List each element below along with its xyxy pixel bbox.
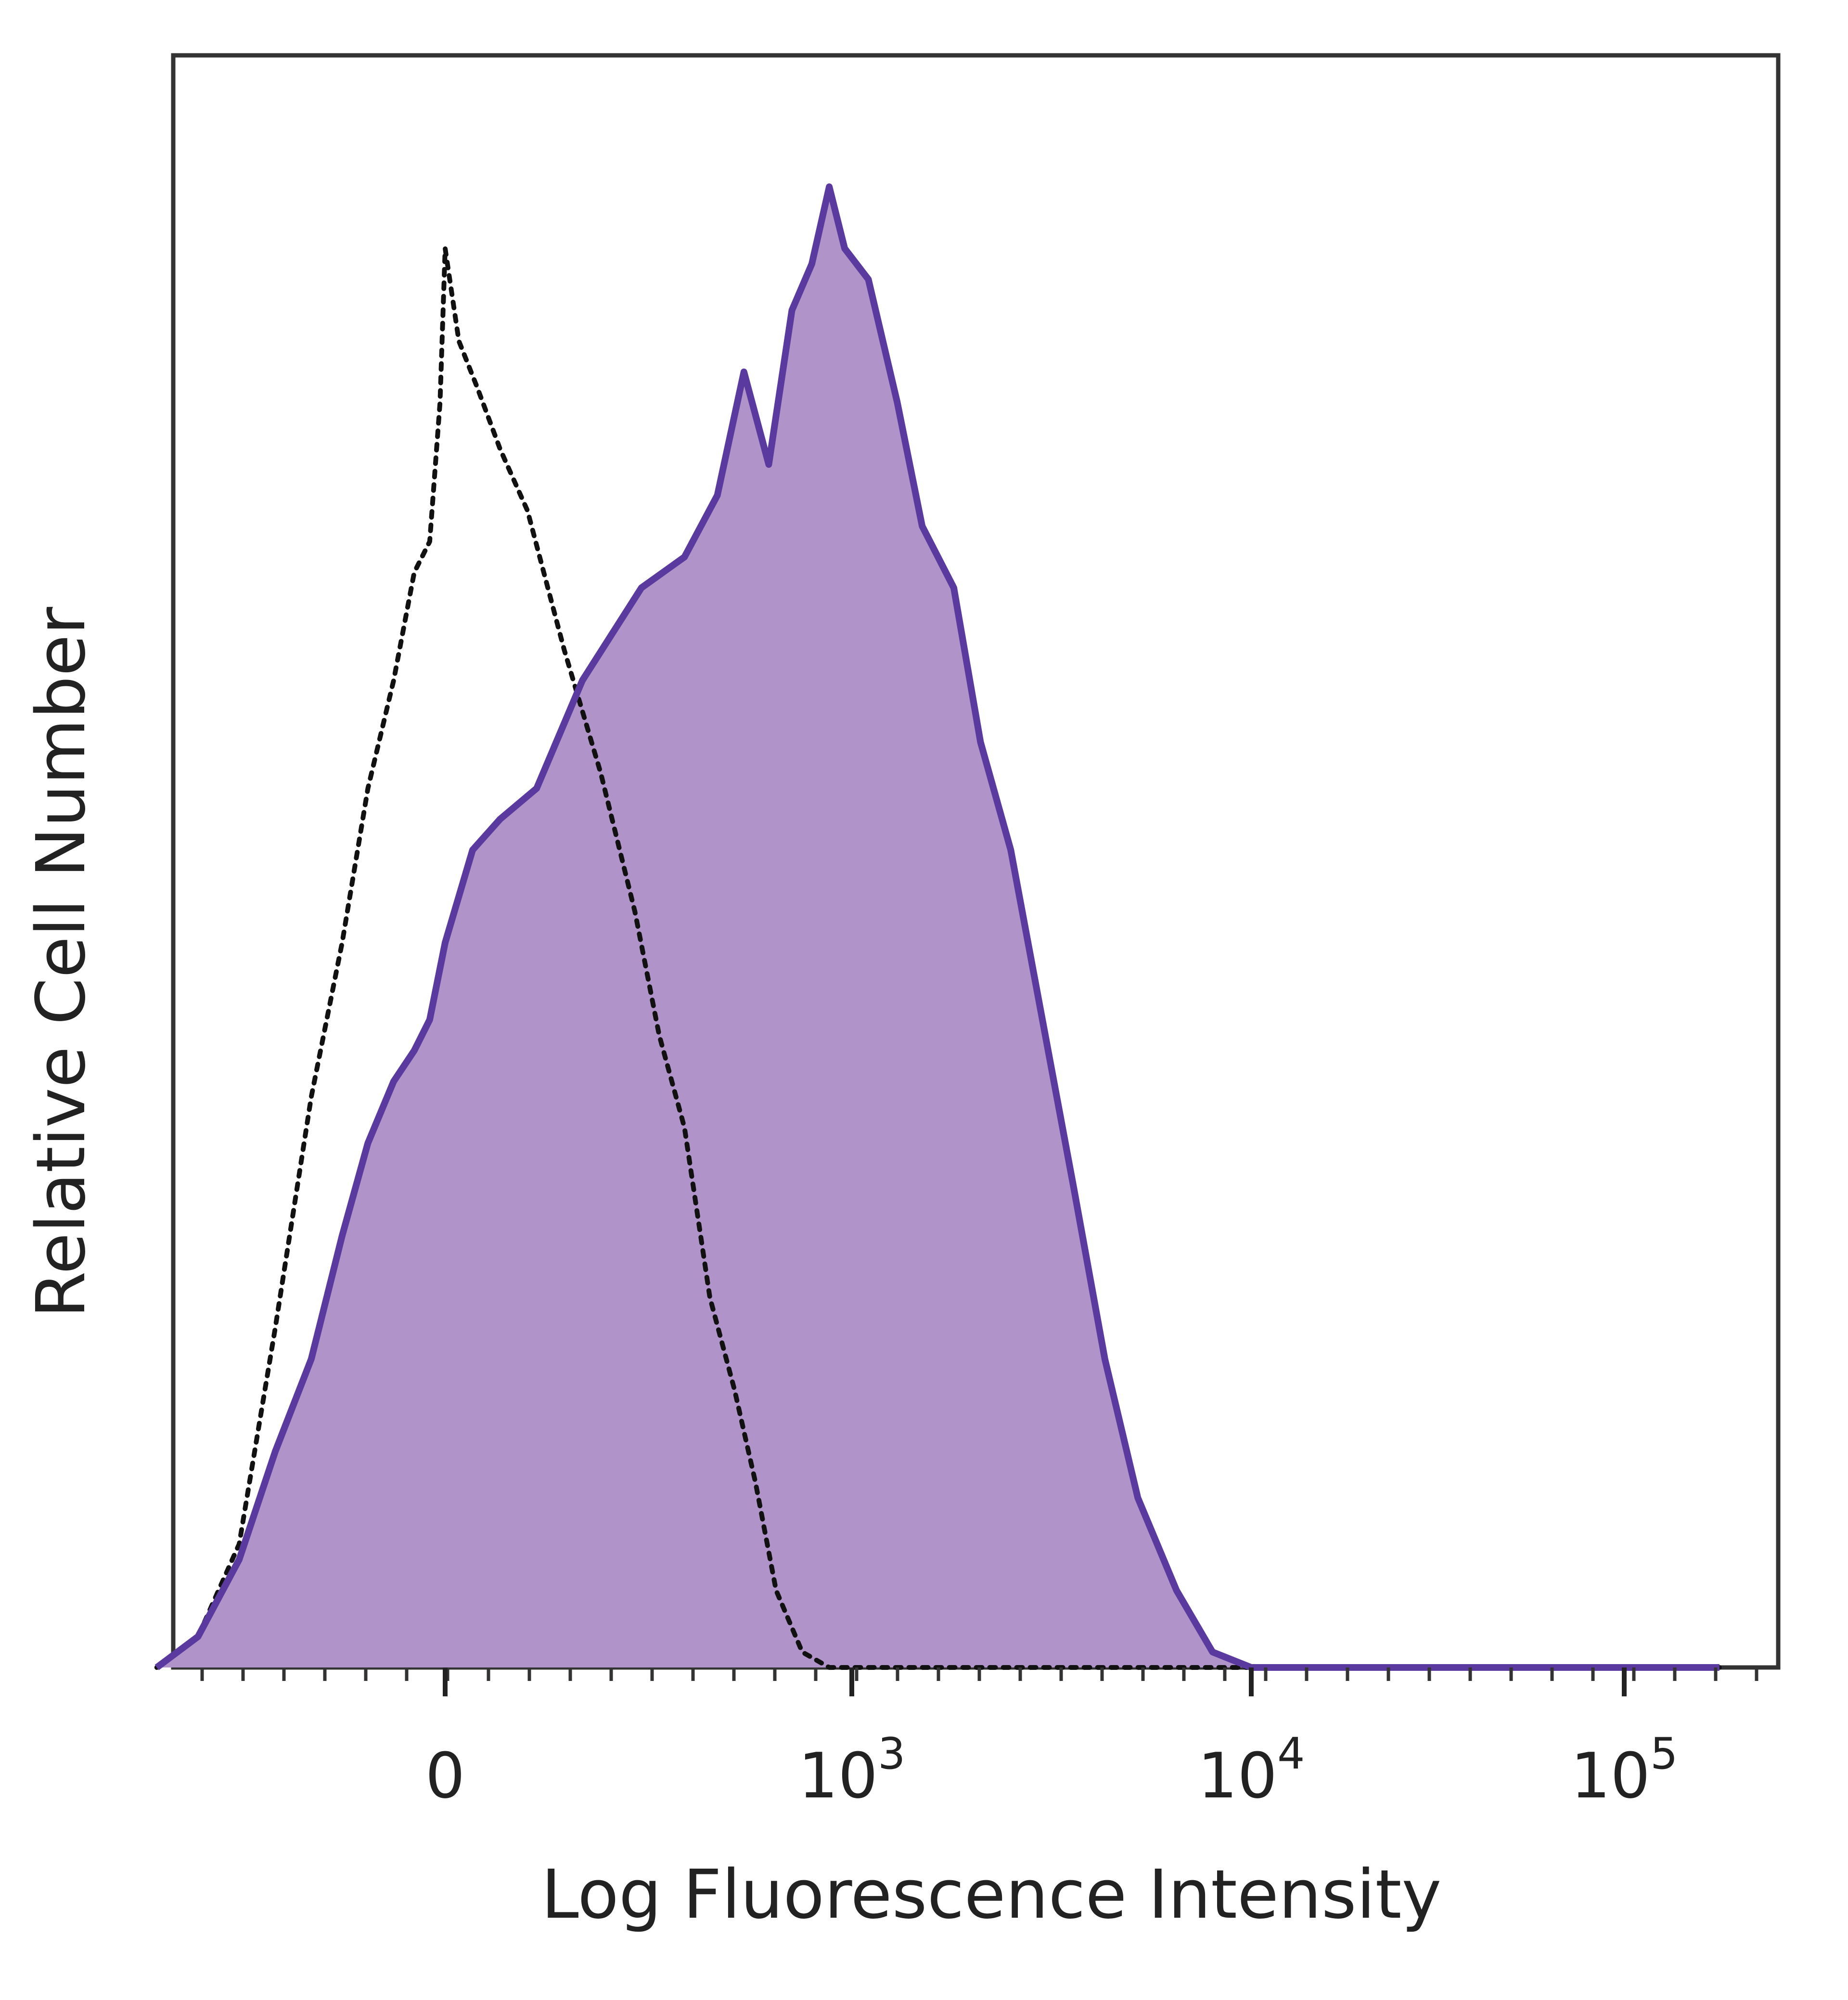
x-tick-label: 104: [1198, 1729, 1305, 1812]
series-0-line: [154, 246, 1722, 1670]
series-1-area: [156, 187, 1720, 1668]
series-layer: [154, 183, 1722, 1671]
x-tick-label: 103: [798, 1729, 906, 1812]
y-axis-title: Relative Cell Number: [22, 607, 101, 1318]
x-axis-tick-labels: 0 103 104 105: [425, 1729, 1678, 1812]
x-tick-label: 0: [425, 1739, 465, 1812]
series-1-line: [154, 183, 1720, 1671]
x-axis-ticks: [200, 1667, 1758, 1696]
x-tick-label: 105: [1571, 1729, 1678, 1812]
x-axis-title: Log Fluorescence Intensity: [541, 1856, 1442, 1934]
